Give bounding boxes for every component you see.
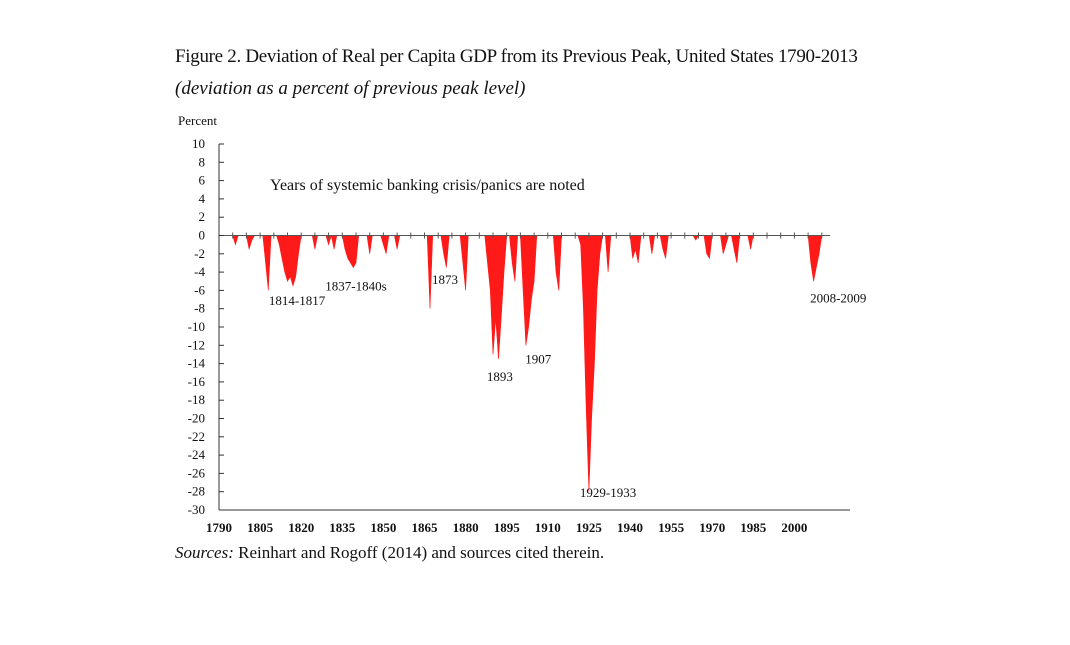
chart-note: Years of systemic banking crisis/panics … [270,177,585,194]
crisis-annotation: 1907 [525,352,552,367]
source-label: Sources: [175,543,234,562]
crisis-annotation: 1814-1817 [269,293,326,308]
y-tick-label: 2 [199,209,206,224]
y-tick-label: -30 [188,502,205,517]
crisis-annotation: 1929-1933 [580,485,636,500]
crisis-annotation: 2008-2009 [810,290,866,305]
chart-title: Figure 2. Deviation of Real per Capita G… [175,46,858,67]
x-tick-label: 1955 [658,520,685,535]
y-tick-label: -10 [188,319,205,334]
x-tick-label: 1805 [247,520,274,535]
x-tick-label: 1865 [412,520,439,535]
y-axis-label: Percent [178,113,217,128]
crisis-annotation: 1873 [432,272,458,287]
x-tick-label: 1940 [617,520,643,535]
x-tick-label: 2000 [781,520,807,535]
x-tick-label: 1850 [370,520,396,535]
source-note: Sources: Reinhart and Rogoff (2014) and … [175,543,604,563]
x-tick-label: 1985 [740,520,767,535]
x-tick-labels: 1790 1805 1820 1835 1850 1865 1880 1895 1910 1925… [206,520,807,535]
crisis-annotation: 1893 [487,369,513,384]
y-tick-label: 8 [199,154,206,169]
x-tick-label: 1790 [206,520,232,535]
y-tick-labels: 10 8 6 4 2 0 -2 -4 -6 -8 -10 -12 -14 -16 -18 -20 -22 -24 -… [188,136,206,517]
y-tick-label: -2 [194,246,205,261]
y-tick-label: -22 [188,429,205,444]
chart-subtitle: (deviation as a percent of previous peak… [175,78,526,99]
y-tick-label: 0 [199,228,206,243]
y-tick-label: 6 [199,173,206,188]
x-tick-label: 1880 [453,520,479,535]
x-tick-label: 1910 [535,520,561,535]
y-tick-label: 4 [199,191,206,206]
x-tick-label: 1820 [288,520,314,535]
y-tick-label: 10 [192,136,205,151]
y-tick-label: -6 [194,282,205,297]
y-tick-label: -20 [188,411,205,426]
y-tick-label: -26 [188,465,206,480]
x-tick-label: 1970 [699,520,725,535]
x-tick-label: 1895 [494,520,521,535]
y-tick-label: -16 [188,374,206,389]
axis-layer [218,143,850,511]
y-tick-label: -24 [188,447,206,462]
source-text: Reinhart and Rogoff (2014) and sources c… [233,543,605,562]
y-tick-label: -8 [194,301,205,316]
y-tick-label: -28 [188,484,205,499]
crisis-annotation: 1837-1840s [325,278,386,293]
x-tick-label: 1835 [329,520,356,535]
y-tick-label: -14 [188,356,206,371]
y-tick-label: -18 [188,392,205,407]
x-tick-label: 1925 [576,520,603,535]
y-tick-label: -12 [188,337,205,352]
y-tick-label: -4 [194,264,205,279]
